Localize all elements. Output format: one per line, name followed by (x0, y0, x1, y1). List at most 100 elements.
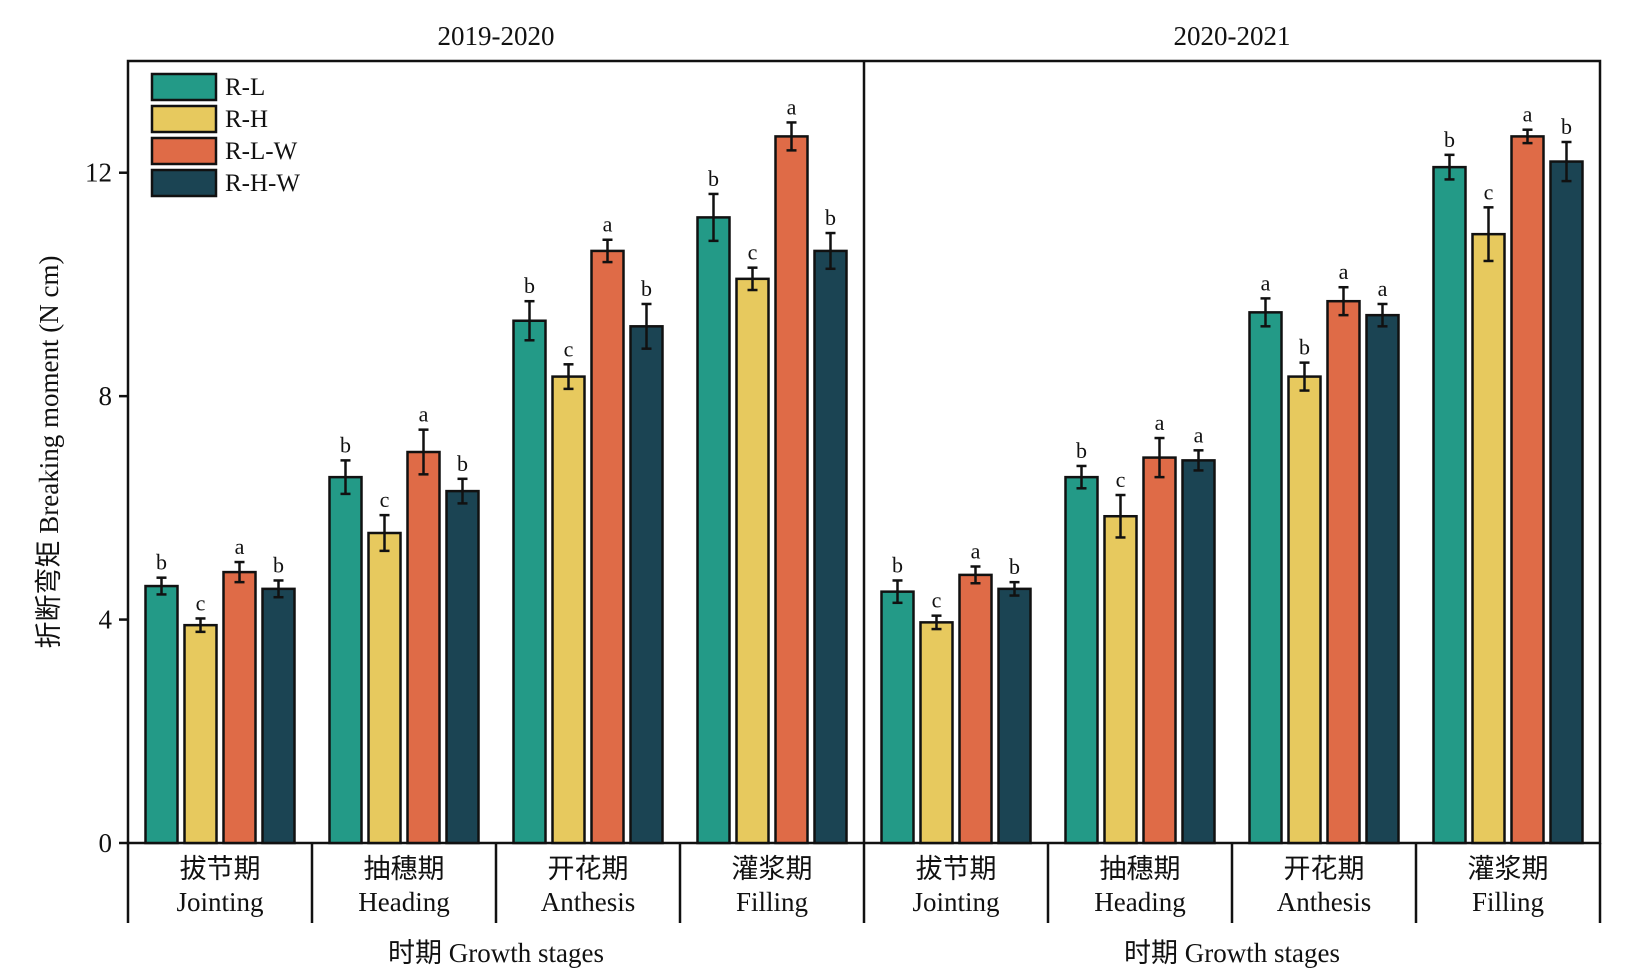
bar (1181, 459, 1216, 845)
bar (222, 570, 257, 845)
legend-swatch (150, 136, 218, 166)
bar (629, 325, 664, 845)
significance-letter: c (748, 240, 758, 265)
panel-title: 2019-2020 (438, 21, 555, 51)
significance-letter: b (641, 276, 652, 301)
significance-letter: b (1561, 114, 1572, 139)
bar (445, 489, 480, 845)
bar (551, 375, 586, 845)
significance-letter: c (564, 336, 574, 361)
category-label-en: Heading (1094, 887, 1185, 917)
y-tick-label: 12 (85, 158, 112, 188)
y-tick-label: 4 (99, 605, 113, 635)
category-label-en: Filling (736, 887, 808, 917)
x-axis-label: 时期 Growth stages (1124, 938, 1340, 968)
significance-letter: a (1261, 270, 1271, 295)
y-tick-label: 0 (99, 828, 113, 858)
bar (261, 587, 296, 845)
category-label-zh: 拔节期 (180, 854, 261, 884)
x-axis-label: 时期 Growth stages (388, 938, 604, 968)
significance-letter: b (708, 166, 719, 191)
significance-letter: b (340, 432, 351, 457)
bar (774, 135, 809, 845)
significance-letter: b (892, 552, 903, 577)
category-label-en: Filling (1472, 887, 1544, 917)
legend-label: R-H-W (225, 170, 300, 197)
bar (1549, 160, 1584, 845)
category-label-en: Jointing (176, 887, 263, 917)
category-label-zh: 开花期 (1284, 854, 1365, 884)
bar (1103, 514, 1138, 845)
bar (1326, 299, 1361, 845)
significance-letter: c (380, 487, 390, 512)
significance-letter: b (273, 552, 284, 577)
y-tick-label: 8 (99, 381, 113, 411)
bar (512, 319, 547, 845)
legend: R-L R-H R-L-W R-H-W (150, 72, 300, 198)
bar (183, 623, 218, 845)
category-label-en: Anthesis (1277, 887, 1372, 917)
bar (1432, 165, 1467, 845)
bar (1142, 456, 1177, 845)
significance-letter: a (1523, 102, 1533, 127)
bar (1471, 232, 1506, 845)
category-label-en: Heading (358, 887, 449, 917)
bar (367, 531, 402, 845)
bar (1248, 311, 1283, 845)
significance-letter: b (1299, 335, 1310, 360)
significance-letter: c (932, 588, 942, 613)
significance-letter: b (1009, 554, 1020, 579)
bar (696, 216, 731, 845)
bar (328, 475, 363, 845)
axes-layer (119, 59, 1602, 923)
category-label-zh: 抽穗期 (1100, 854, 1181, 884)
category-label-en: Jointing (912, 887, 999, 917)
significance-letter: c (1484, 179, 1494, 204)
significance-letter: a (235, 534, 245, 559)
category-label-zh: 拔节期 (916, 854, 997, 884)
bar (590, 249, 625, 845)
bar (813, 249, 848, 845)
significance-letter: b (156, 550, 167, 575)
panel-title: 2020-2021 (1174, 21, 1291, 51)
bar (958, 573, 993, 845)
legend-swatch (150, 168, 218, 198)
significance-letter: a (1194, 422, 1204, 447)
category-label-zh: 开花期 (548, 854, 629, 884)
significance-letter: a (603, 212, 613, 237)
y-axis-label: 折断弯矩 Breaking moment (N cm) (34, 256, 64, 649)
legend-label: R-L-W (225, 138, 298, 165)
bars-layer (144, 121, 1584, 845)
bar (1064, 475, 1099, 845)
bar (880, 590, 915, 845)
labels-layer: 0 4 8 12 折断弯矩 Breaking moment (N cm) 2019-202… (34, 21, 1572, 968)
legend-swatch (150, 104, 218, 134)
significance-letter: a (1155, 410, 1165, 435)
bar (1510, 135, 1545, 845)
significance-letter: b (457, 451, 468, 476)
significance-letter: a (1339, 259, 1349, 284)
bar (406, 450, 441, 845)
legend-label: R-L (225, 74, 265, 101)
bar (1287, 375, 1322, 845)
category-label-zh: 灌浆期 (732, 854, 813, 884)
significance-letter: c (196, 590, 206, 615)
significance-letter: a (787, 94, 797, 119)
bar (919, 621, 954, 845)
significance-letter: a (971, 539, 981, 564)
significance-letter: a (1378, 276, 1388, 301)
significance-letter: b (524, 273, 535, 298)
bar (997, 587, 1032, 845)
bar (735, 277, 770, 845)
significance-letter: b (1076, 438, 1087, 463)
legend-label: R-H (225, 106, 268, 133)
legend-swatch (150, 72, 218, 102)
bar (144, 584, 179, 845)
category-label-zh: 抽穗期 (364, 854, 445, 884)
significance-letter: c (1116, 467, 1126, 492)
category-label-en: Anthesis (541, 887, 636, 917)
bar (1365, 313, 1400, 845)
category-label-zh: 灌浆期 (1468, 854, 1549, 884)
significance-letter: b (825, 205, 836, 230)
